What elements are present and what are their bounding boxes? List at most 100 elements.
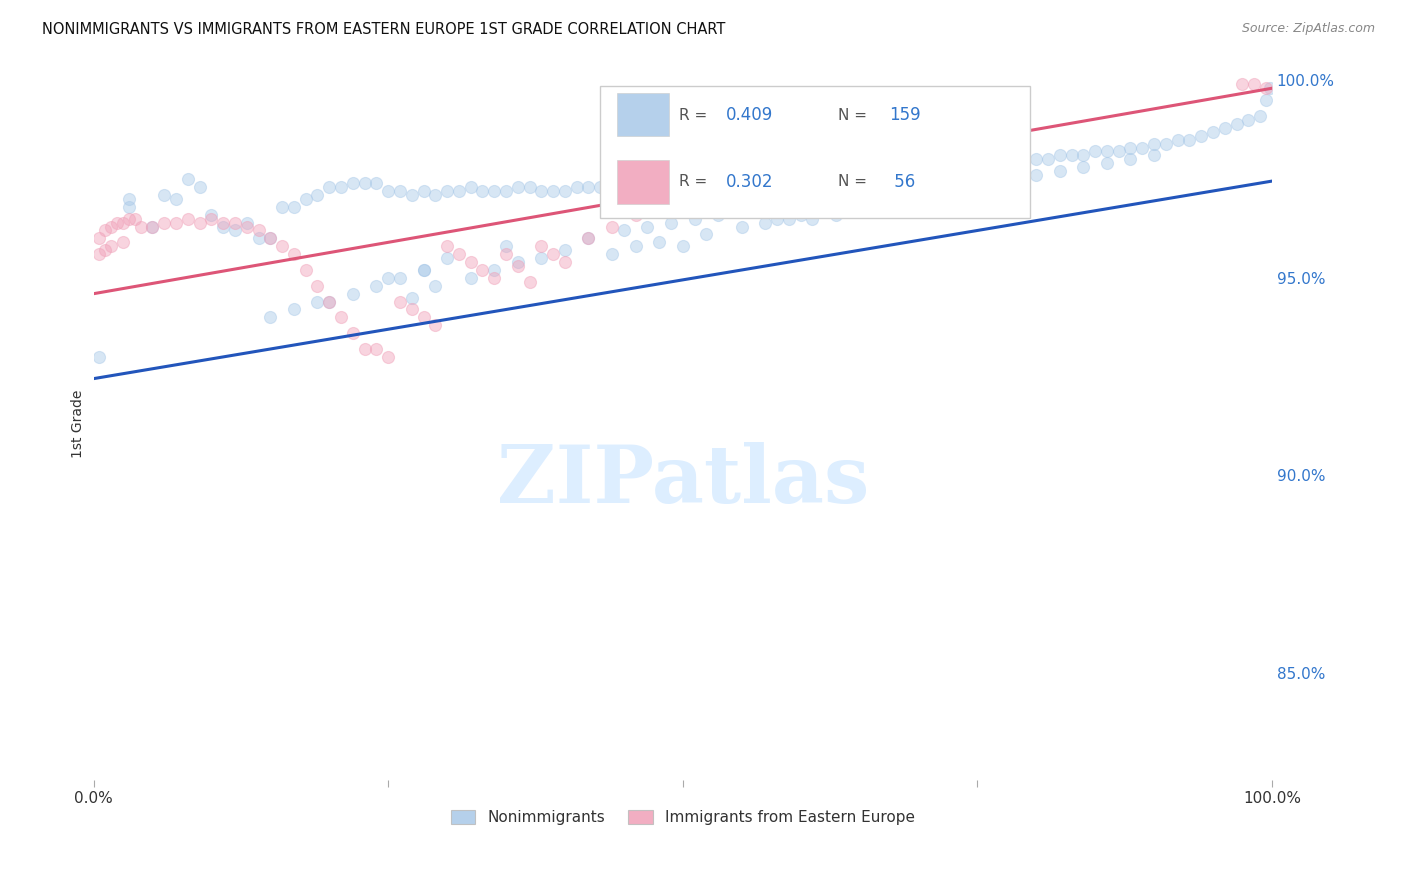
- Text: Source: ZipAtlas.com: Source: ZipAtlas.com: [1241, 22, 1375, 36]
- Point: [1143, 148, 1166, 162]
- Point: [388, 184, 411, 198]
- Point: [1025, 153, 1047, 167]
- Point: [624, 208, 647, 222]
- Point: [506, 255, 529, 269]
- Point: [766, 172, 789, 186]
- Point: [471, 184, 494, 198]
- Point: [707, 208, 730, 222]
- Point: [1014, 180, 1036, 194]
- Text: 56: 56: [889, 172, 915, 191]
- Point: [1189, 128, 1212, 143]
- Point: [613, 176, 636, 190]
- Point: [425, 318, 447, 333]
- Point: [188, 216, 211, 230]
- Point: [1095, 156, 1118, 170]
- Point: [530, 184, 553, 198]
- Point: [1119, 153, 1142, 167]
- Point: [283, 302, 305, 317]
- Point: [124, 211, 146, 226]
- Point: [247, 231, 270, 245]
- Point: [1001, 172, 1024, 186]
- Point: [966, 188, 988, 202]
- Point: [412, 310, 434, 325]
- Point: [718, 172, 741, 186]
- Point: [105, 216, 128, 230]
- Point: [541, 247, 564, 261]
- Point: [1119, 140, 1142, 154]
- Point: [89, 247, 111, 261]
- Point: [966, 156, 988, 170]
- Point: [659, 216, 682, 230]
- Point: [436, 251, 458, 265]
- Point: [1237, 112, 1260, 127]
- Point: [401, 291, 423, 305]
- Point: [236, 219, 259, 234]
- Point: [412, 184, 434, 198]
- Point: [353, 342, 375, 356]
- Point: [377, 184, 399, 198]
- Point: [129, 219, 152, 234]
- Point: [224, 223, 246, 237]
- Point: [672, 176, 695, 190]
- Point: [318, 294, 340, 309]
- FancyBboxPatch shape: [617, 93, 669, 136]
- Point: [813, 168, 835, 182]
- Point: [388, 271, 411, 285]
- Point: [837, 200, 859, 214]
- Point: [377, 350, 399, 364]
- Text: 159: 159: [889, 106, 921, 124]
- Point: [495, 239, 517, 253]
- Point: [460, 255, 482, 269]
- Point: [883, 164, 905, 178]
- Point: [294, 192, 316, 206]
- Point: [931, 184, 953, 198]
- Point: [1025, 168, 1047, 182]
- Point: [683, 211, 706, 226]
- Point: [112, 216, 135, 230]
- Point: [1254, 81, 1277, 95]
- Point: [825, 208, 848, 222]
- Point: [600, 180, 623, 194]
- Point: [89, 231, 111, 245]
- Point: [1249, 109, 1271, 123]
- Point: [307, 278, 329, 293]
- Point: [600, 247, 623, 261]
- FancyBboxPatch shape: [617, 161, 669, 203]
- Point: [425, 188, 447, 202]
- Point: [1108, 145, 1130, 159]
- Point: [955, 180, 977, 194]
- Point: [330, 310, 353, 325]
- Point: [672, 239, 695, 253]
- Point: [460, 180, 482, 194]
- Point: [624, 239, 647, 253]
- Text: NONIMMIGRANTS VS IMMIGRANTS FROM EASTERN EUROPE 1ST GRADE CORRELATION CHART: NONIMMIGRANTS VS IMMIGRANTS FROM EASTERN…: [42, 22, 725, 37]
- Point: [342, 286, 364, 301]
- Point: [236, 216, 259, 230]
- Point: [1178, 133, 1201, 147]
- Point: [1243, 78, 1265, 92]
- Point: [283, 200, 305, 214]
- Point: [342, 326, 364, 341]
- Point: [271, 239, 294, 253]
- Point: [896, 164, 918, 178]
- Text: N =: N =: [838, 108, 872, 122]
- Point: [1167, 133, 1189, 147]
- Point: [318, 180, 340, 194]
- Point: [990, 184, 1012, 198]
- Point: [648, 180, 671, 194]
- Point: [294, 263, 316, 277]
- Point: [1095, 145, 1118, 159]
- Point: [401, 188, 423, 202]
- Point: [636, 219, 658, 234]
- Point: [436, 184, 458, 198]
- Point: [482, 271, 505, 285]
- Point: [259, 310, 281, 325]
- Point: [212, 216, 235, 230]
- Point: [541, 184, 564, 198]
- Legend: Nonimmigrants, Immigrants from Eastern Europe: Nonimmigrants, Immigrants from Eastern E…: [451, 810, 915, 825]
- Point: [1084, 145, 1107, 159]
- Point: [659, 176, 682, 190]
- Point: [519, 180, 541, 194]
- Point: [307, 188, 329, 202]
- Point: [942, 161, 965, 175]
